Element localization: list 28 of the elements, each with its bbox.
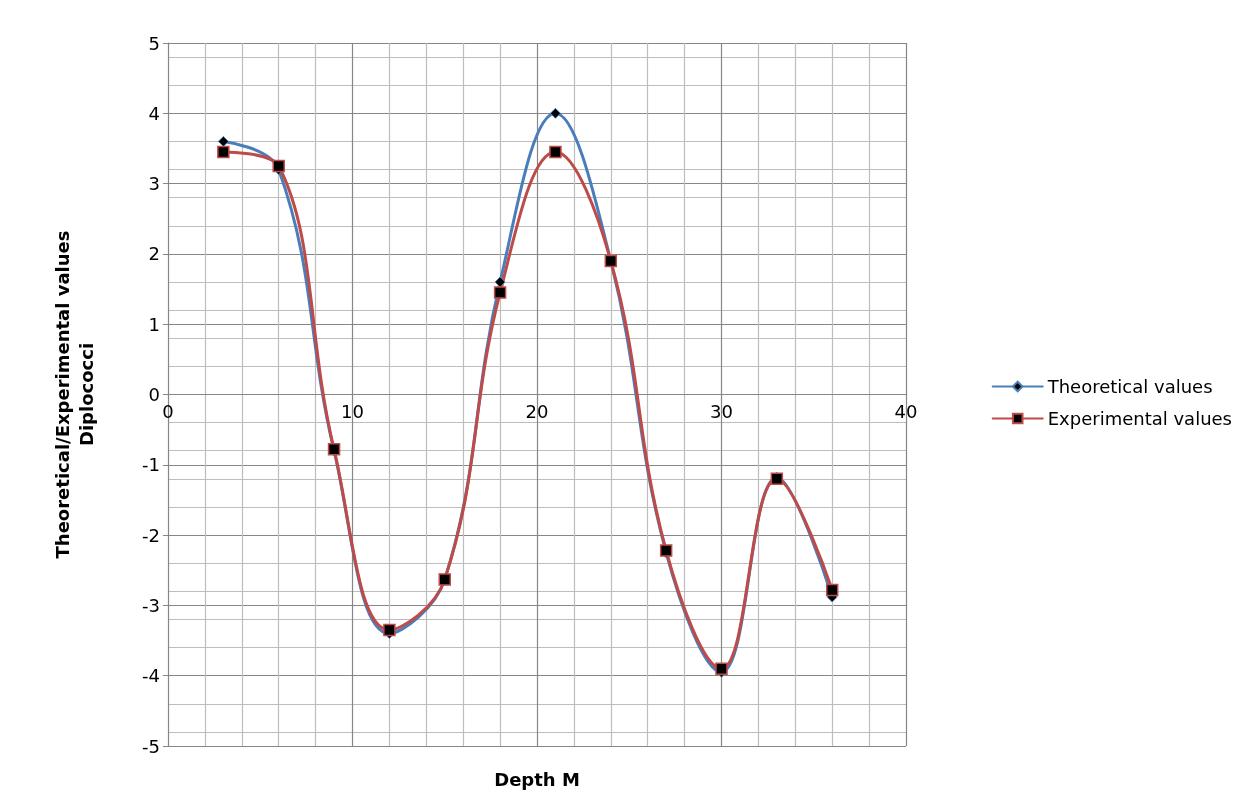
point [217, 135, 229, 147]
y-tick-label: -3 [142, 594, 160, 616]
y-tick-label: 0 [148, 384, 160, 405]
y-tick-label: 2 [148, 243, 160, 265]
y-tick-label: -2 [142, 524, 160, 546]
point [493, 286, 507, 299]
legend-label: Experimental values [1047, 408, 1233, 429]
y-tick-label: -4 [142, 665, 160, 687]
point [549, 107, 561, 119]
x-tick-label: 0 [162, 401, 174, 422]
x-tick-label: 20 [525, 401, 549, 422]
point [715, 662, 728, 675]
legend-label: Theoretical values [1046, 376, 1213, 397]
y-axis-title: Theoretical/Experimental values Diplococci [51, 230, 97, 559]
y-tick-label: 4 [148, 102, 160, 124]
y-tick-label: -1 [142, 454, 160, 476]
point [825, 583, 839, 597]
x-tick-label: 40 [894, 401, 918, 422]
y-tick-label: 1 [148, 313, 160, 335]
point [217, 145, 230, 159]
x-tick-label: 10 [341, 401, 364, 422]
point [494, 276, 506, 288]
y-tick-label: 5 [148, 32, 160, 54]
point [549, 145, 562, 159]
x-tick-label: 30 [710, 401, 733, 422]
x-axis-title: Depth M [494, 768, 580, 790]
y-tick-label: -5 [142, 735, 160, 757]
y-tick-label: 3 [148, 173, 160, 195]
